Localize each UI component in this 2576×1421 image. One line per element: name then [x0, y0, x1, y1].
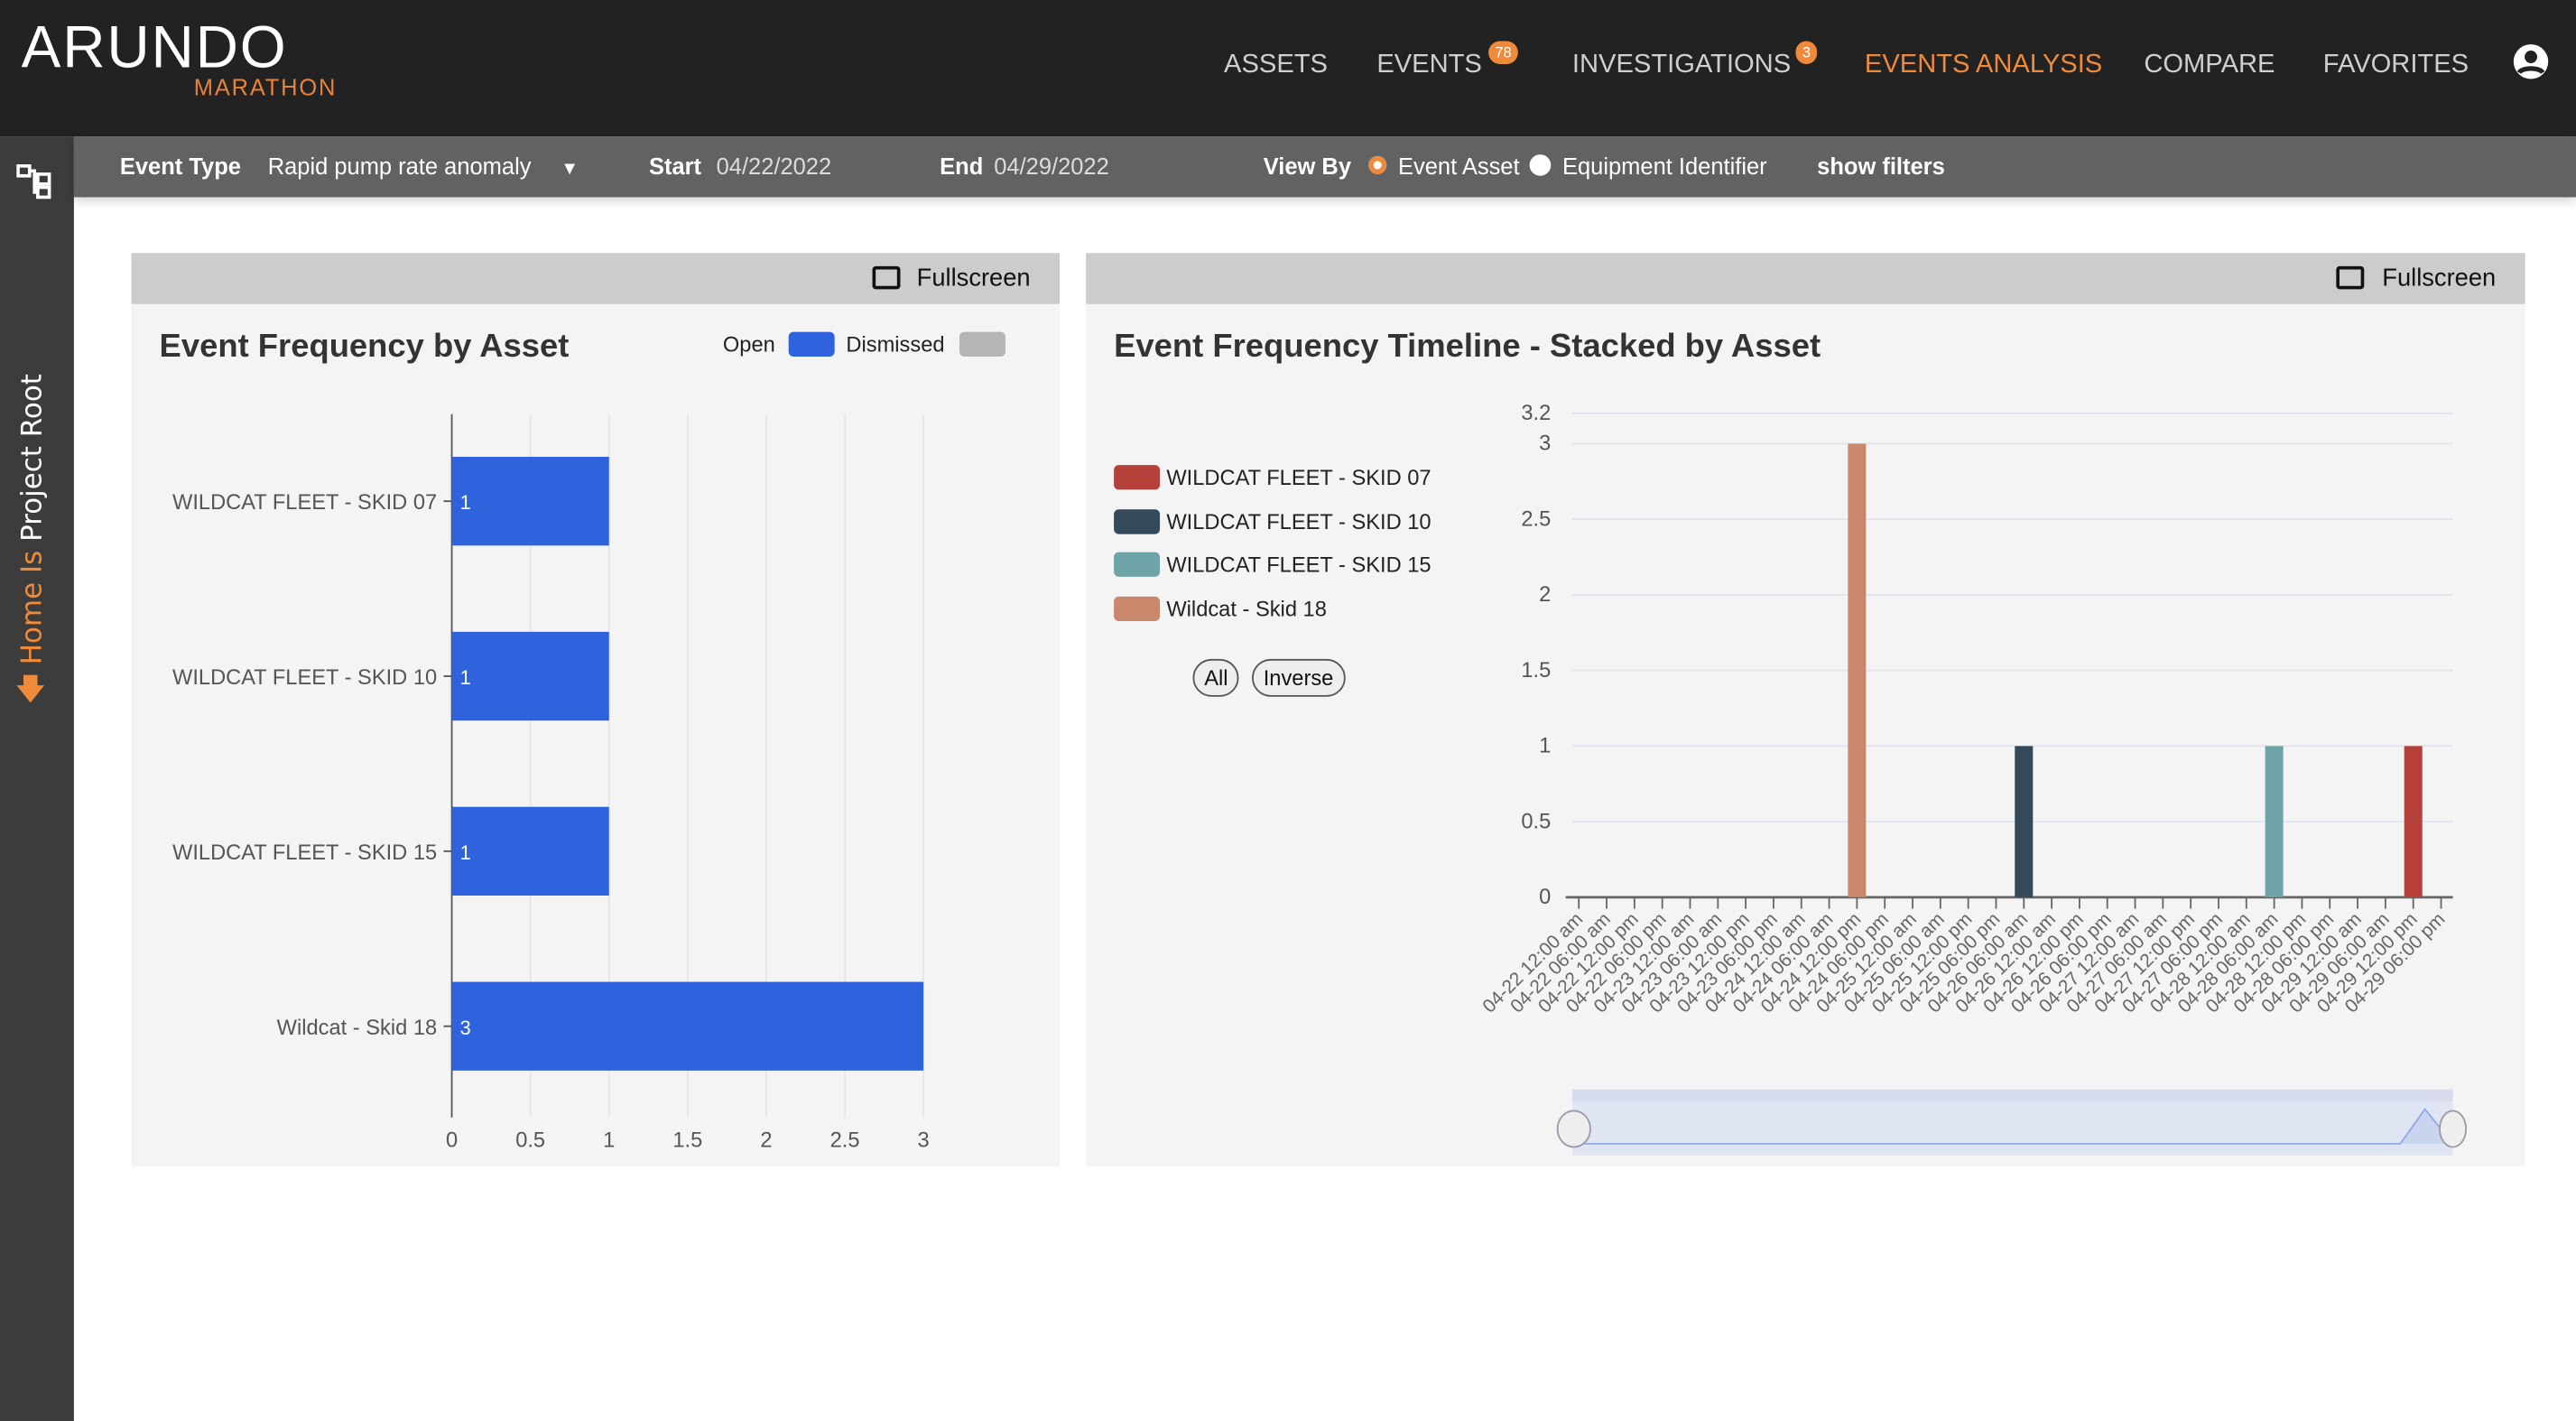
nav-label: INVESTIGATIONS	[1571, 51, 1792, 79]
x-tick-label: 3	[918, 1128, 930, 1152]
timeline-bar	[2015, 746, 2034, 897]
category-label: WILDCAT FLEET - SKID 07	[172, 491, 437, 515]
user-account-icon[interactable]	[2512, 42, 2550, 80]
chart-title: Event Frequency by Asset	[159, 329, 570, 366]
legend-item-label[interactable]: WILDCAT FLEET - SKID 07	[1166, 465, 1432, 490]
end-label: End	[940, 153, 984, 180]
nav-investigations[interactable]: INVESTIGATIONS 3	[1571, 41, 1818, 80]
legend-dismissed-label[interactable]: Dismissed	[846, 331, 945, 357]
logo-subtitle: MARATHON	[193, 73, 338, 101]
bar-1	[451, 631, 609, 721]
nav-events[interactable]: EVENTS 78	[1376, 41, 1518, 80]
radio-equipment-identifier[interactable]	[1529, 154, 1552, 176]
legend-swatch[interactable]	[1114, 595, 1161, 621]
x-tick-label: 2.5	[830, 1128, 860, 1152]
timeline-panel: Fullscreen Event Frequency Timeline - St…	[1086, 253, 2525, 1167]
home-label: Home Is	[16, 550, 50, 665]
y-tick-label: 0.5	[1521, 810, 1551, 833]
home-root-link[interactable]: 🡄 Home Is Project Root	[12, 374, 61, 704]
fullscreen-icon[interactable]	[2336, 265, 2365, 290]
x-tick-label: 1	[603, 1128, 615, 1152]
category-label: WILDCAT FLEET - SKID 10	[172, 666, 437, 690]
radio-event-asset[interactable]	[1368, 155, 1387, 174]
x-tick-label: 1.5	[672, 1128, 702, 1152]
legend-all-button[interactable]: All	[1192, 658, 1240, 697]
navigator-left-handle[interactable]	[1556, 1110, 1591, 1148]
legend-item-label[interactable]: WILDCAT FLEET - SKID 10	[1166, 508, 1432, 534]
nav-compare[interactable]: COMPARE	[2144, 51, 2275, 79]
event-type-label: Event Type	[119, 153, 241, 180]
y-tick-label: 3	[1539, 432, 1551, 456]
x-tick-label: 0.5	[515, 1128, 545, 1152]
event-frequency-panel: Fullscreen Event Frequency by Asset Open…	[131, 253, 1061, 1167]
bar-value-label: 1	[460, 491, 471, 514]
nav-assets[interactable]: ASSETS	[1224, 51, 1328, 79]
panel-header: Fullscreen	[131, 253, 1061, 304]
x-tick-label: 0	[446, 1128, 458, 1152]
bar-value-label: 3	[460, 1017, 471, 1039]
legend-swatch[interactable]	[1114, 465, 1161, 490]
legend-item-label[interactable]: Wildcat - Skid 18	[1166, 595, 1327, 621]
end-date-input[interactable]: 04/29/2022	[994, 153, 1109, 180]
hierarchy-icon[interactable]	[16, 164, 52, 200]
legend-item-label[interactable]: WILDCAT FLEET - SKID 15	[1166, 552, 1432, 577]
chevron-down-icon: ▼	[561, 159, 579, 180]
chart-title: Event Frequency Timeline - Stacked by As…	[1114, 329, 1821, 366]
nav-events-analysis[interactable]: EVENTS ANALYSIS	[1864, 51, 2103, 79]
legend-open-label[interactable]: Open	[722, 331, 775, 357]
legend-swatch[interactable]	[1114, 552, 1161, 577]
investigations-count-badge: 3	[1795, 41, 1818, 64]
event-type-value: Rapid pump rate anomaly	[267, 153, 532, 180]
logo: ARUNDO	[21, 13, 288, 81]
bar-value-label: 1	[460, 666, 471, 689]
navigator-series-line	[1571, 1108, 2454, 1145]
start-label: Start	[648, 153, 702, 180]
navigator-right-handle[interactable]	[2439, 1110, 2468, 1148]
y-tick-label: 1	[1539, 735, 1551, 758]
fullscreen-button[interactable]: Fullscreen	[916, 265, 1031, 293]
category-label: WILDCAT FLEET - SKID 15	[172, 841, 437, 865]
y-tick-label: 2.5	[1521, 507, 1551, 531]
start-date-input[interactable]: 04/22/2022	[716, 153, 832, 180]
y-tick-label: 0	[1539, 886, 1551, 909]
bar-value-label: 1	[460, 841, 471, 864]
fullscreen-icon[interactable]	[872, 265, 901, 290]
filter-bar: Event Type Rapid pump rate anomaly ▼ Star…	[73, 136, 2576, 198]
top-header: ARUNDO MARATHON ASSETS EVENTS 78 INVESTIG…	[0, 0, 2576, 137]
home-arrow-icon: 🡄	[14, 673, 50, 704]
radio-label-equipment-identifier[interactable]: Equipment Identifier	[1562, 153, 1767, 180]
asset-bar-chart: 0 0.5 1 1.5 2 2.5 3 WILDCAT FLEET - SKID 07 1 WIL…	[172, 413, 930, 1152]
nav-favorites[interactable]: FAVORITES	[2322, 51, 2469, 79]
root-label: Project Root	[16, 374, 50, 542]
navigator-scrollbar	[1571, 1089, 2453, 1101]
y-tick-label: 2	[1539, 583, 1551, 607]
bar-0	[451, 457, 609, 546]
legend-dismissed-swatch[interactable]	[959, 331, 1005, 357]
nav-label: EVENTS	[1376, 51, 1482, 79]
timeline-bar	[2404, 746, 2423, 897]
y-tick-label: 1.5	[1521, 659, 1551, 683]
events-count-badge: 78	[1488, 41, 1518, 64]
radio-label-event-asset[interactable]: Event Asset	[1397, 153, 1520, 180]
event-type-select[interactable]: Rapid pump rate anomaly ▼	[268, 153, 579, 179]
panel-header: Fullscreen	[1086, 253, 2525, 304]
view-by-label: View By	[1263, 153, 1352, 180]
fullscreen-button[interactable]: Fullscreen	[2382, 265, 2497, 293]
legend-swatch[interactable]	[1114, 508, 1161, 534]
category-label: Wildcat - Skid 18	[277, 1017, 437, 1040]
bar-2	[451, 806, 609, 896]
y-tick-label: 3.2	[1521, 402, 1551, 425]
x-tick-label: 2	[760, 1128, 772, 1152]
timeline-bar	[2265, 746, 2284, 897]
sidebar: 🡄 Home Is Project Root	[0, 136, 74, 1421]
show-filters-link[interactable]: show filters	[1817, 153, 1945, 180]
bar-3	[451, 981, 924, 1071]
legend-inverse-button[interactable]: Inverse	[1251, 658, 1346, 697]
timeline-bar	[1848, 443, 1867, 897]
legend-open-swatch[interactable]	[788, 331, 835, 357]
